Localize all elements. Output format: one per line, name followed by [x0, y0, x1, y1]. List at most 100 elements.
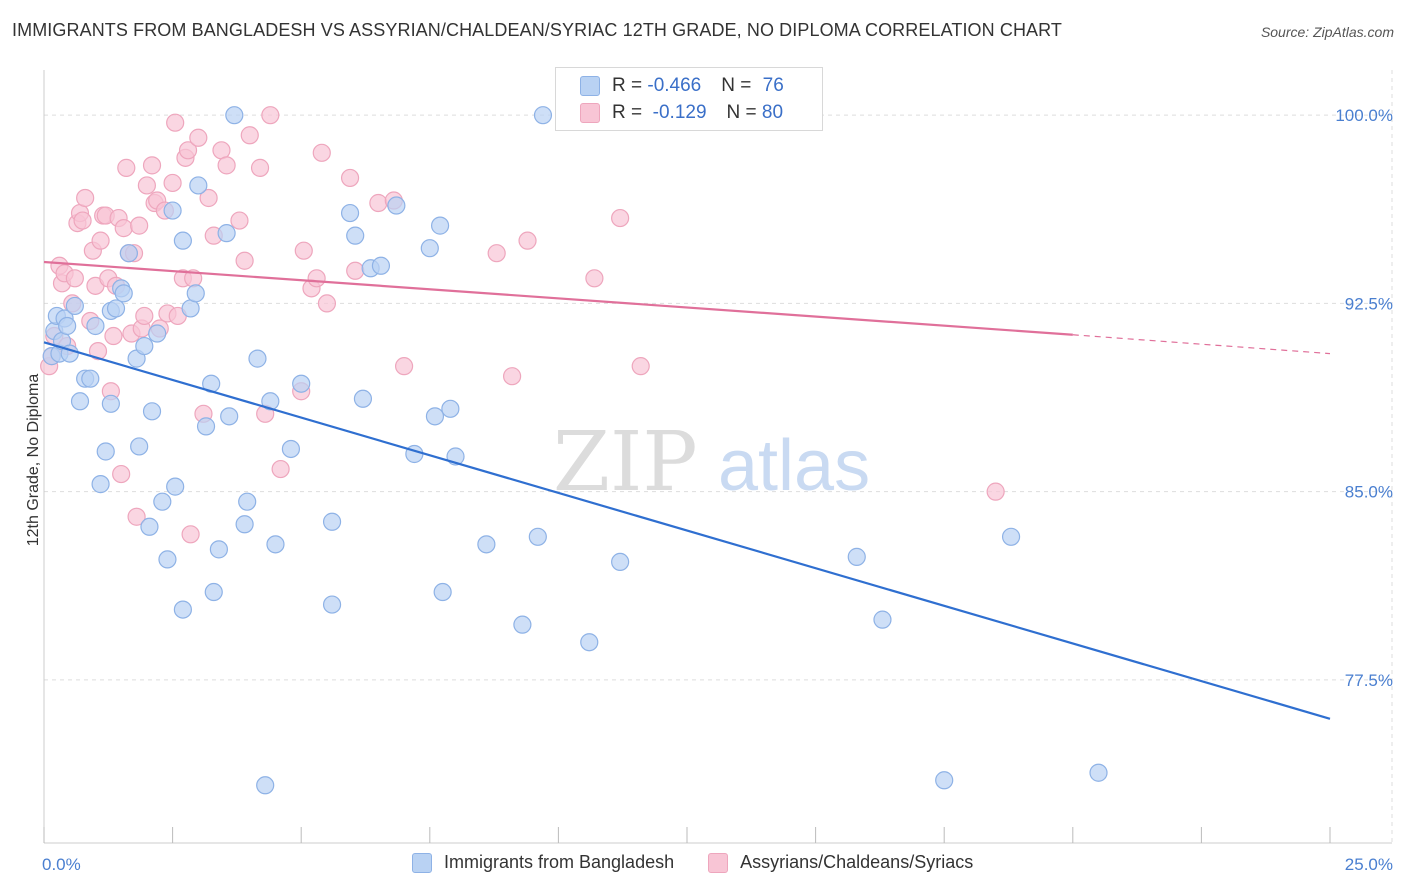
data-point-bangladesh — [148, 324, 167, 343]
data-point-bangladesh — [181, 299, 200, 318]
data-point-assyrian — [76, 188, 95, 208]
data-point-bangladesh — [353, 389, 373, 408]
data-point-bangladesh — [130, 437, 149, 456]
data-point-assyrian — [137, 176, 156, 195]
data-point-bangladesh — [209, 540, 228, 559]
data-point-bangladesh — [248, 349, 267, 368]
data-point-assyrian — [986, 482, 1005, 501]
data-point-assyrian — [217, 156, 236, 175]
data-point-bangladesh — [433, 582, 452, 602]
legend-n-value: 80 — [761, 102, 784, 123]
data-point-bangladesh — [70, 392, 90, 411]
watermark-zip: ZIP — [553, 415, 698, 510]
trend-lines — [43, 260, 1331, 720]
data-point-assyrian — [312, 143, 331, 162]
trend-line-bangladesh — [43, 341, 1331, 720]
bottom-legend-item-bangladesh: Immigrants from Bangladesh — [412, 852, 674, 873]
bottom-legend-label-assyrian: Assyrians/Chaldeans/Syriacs — [740, 852, 974, 872]
data-point-assyrian — [340, 168, 360, 188]
data-point-assyrian — [178, 141, 198, 160]
y-tick-label: 77.5% — [1345, 671, 1393, 690]
data-point-bangladesh — [611, 552, 630, 572]
data-point-assyrian — [88, 341, 108, 361]
legend-r-label: R = — [612, 75, 648, 96]
data-point-bangladesh — [119, 244, 138, 263]
legend-n-label: N = — [721, 75, 757, 96]
data-point-bangladesh — [189, 176, 208, 195]
data-point-assyrian — [487, 244, 506, 263]
data-point-bangladesh — [65, 296, 84, 316]
x-tick-labels: 0.0% 25.0% — [42, 855, 1393, 874]
data-point-bangladesh — [441, 399, 460, 418]
data-point-bangladesh — [847, 547, 866, 566]
data-point-assyrian — [65, 269, 84, 288]
data-point-bangladesh — [528, 527, 547, 546]
data-point-bangladesh — [142, 402, 162, 421]
legend-swatch-blue — [580, 76, 600, 96]
data-point-bangladesh — [101, 394, 120, 413]
data-point-bangladesh — [173, 231, 192, 250]
data-point-bangladesh — [281, 439, 301, 459]
data-point-bangladesh — [135, 336, 154, 356]
data-point-assyrian — [104, 326, 123, 346]
data-point-bangladesh — [163, 201, 182, 220]
data-point-bangladesh — [371, 256, 391, 275]
data-point-assyrian — [112, 464, 131, 484]
data-point-bangladesh — [387, 196, 406, 215]
data-point-assyrian — [518, 231, 537, 250]
data-point-bangladesh — [1001, 527, 1021, 546]
data-point-bangladesh — [580, 633, 599, 652]
data-point-assyrian — [611, 208, 630, 228]
chart-title: IMMIGRANTS FROM BANGLADESH VS ASSYRIAN/C… — [12, 20, 1063, 40]
y-axis-label: 12th Grade, No Diploma — [25, 374, 42, 547]
data-point-assyrian — [317, 294, 337, 313]
data-point-bangladesh — [106, 299, 126, 318]
y-tick-labels: 100.0% 92.5% 85.0% 77.5% — [1335, 106, 1393, 690]
legend-r-label: R = — [612, 102, 648, 123]
data-point-assyrian — [135, 306, 154, 326]
data-point-assyrian — [166, 113, 185, 132]
data-point-bangladesh — [266, 535, 285, 554]
data-point-assyrian — [271, 459, 290, 479]
bottom-legend-swatch-pink — [708, 852, 729, 873]
data-point-bangladesh — [114, 284, 133, 303]
legend-n-value: 76 — [762, 75, 784, 96]
data-point-bangladesh — [322, 595, 342, 614]
data-point-bangladesh — [340, 203, 360, 223]
legend-swatch-pink — [580, 103, 600, 123]
data-point-assyrian — [189, 128, 208, 147]
data-point-assyrian — [181, 525, 200, 544]
data-point-bangladesh — [153, 492, 172, 511]
data-point-assyrian — [212, 141, 231, 160]
legend: R = -0.466 N = 76 R = -0.129 N = 80 — [555, 67, 823, 131]
bottom-legend-swatch-blue — [412, 852, 432, 873]
data-point-assyrian — [394, 357, 414, 376]
data-point-bangladesh — [420, 239, 439, 258]
data-point-bangladesh — [935, 771, 954, 790]
data-point-bangladesh — [196, 417, 216, 436]
data-point-assyrian — [294, 241, 313, 260]
data-point-bangladesh — [261, 392, 280, 411]
data-point-bangladesh — [81, 369, 100, 388]
data-point-bangladesh — [220, 407, 239, 426]
data-point-bangladesh — [86, 316, 105, 336]
data-point-bangladesh — [238, 492, 257, 511]
data-point-assyrian — [142, 156, 162, 175]
trend-line-assyrian-extension — [1072, 334, 1331, 355]
legend-row-assyrian: R = -0.129 N = 80 — [580, 101, 783, 125]
data-point-assyrian — [73, 211, 92, 230]
data-point-assyrian — [631, 357, 650, 376]
legend-n-label: N = — [726, 102, 762, 123]
data-point-assyrian — [130, 216, 149, 235]
x-tick-label: 0.0% — [42, 855, 81, 874]
data-point-bangladesh — [533, 106, 553, 125]
legend-row-bangladesh: R = -0.466 N = 76 — [580, 74, 784, 98]
data-point-bangladesh — [58, 316, 77, 336]
data-point-bangladesh — [430, 216, 450, 235]
data-point-bangladesh — [91, 475, 110, 494]
data-point-assyrian — [585, 269, 604, 288]
data-point-assyrian — [261, 106, 280, 125]
data-point-bangladesh — [477, 535, 496, 554]
data-point-assyrian — [230, 211, 249, 230]
